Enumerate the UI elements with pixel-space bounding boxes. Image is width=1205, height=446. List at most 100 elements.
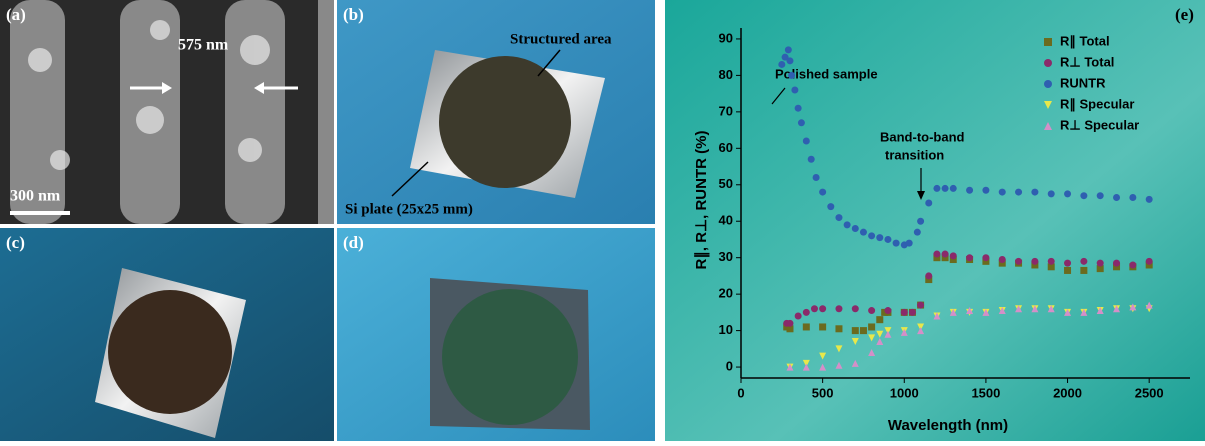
point bbox=[982, 257, 990, 265]
point bbox=[1113, 194, 1121, 202]
point bbox=[868, 323, 876, 331]
y-tick-label: 50 bbox=[719, 176, 733, 191]
point bbox=[868, 232, 876, 240]
point bbox=[884, 327, 892, 335]
point bbox=[794, 312, 802, 320]
point bbox=[1145, 301, 1153, 309]
y-tick-label: 0 bbox=[726, 359, 733, 374]
point bbox=[819, 323, 827, 331]
point bbox=[941, 184, 949, 192]
y-axis-label: R∥, R⊥, RUNTR (%) bbox=[693, 131, 710, 270]
point bbox=[1031, 257, 1039, 265]
point bbox=[851, 305, 859, 313]
legend-marker bbox=[1044, 59, 1052, 67]
y-tick-label: 90 bbox=[719, 30, 733, 45]
point bbox=[1064, 259, 1072, 267]
point bbox=[1096, 192, 1104, 200]
point bbox=[859, 228, 867, 236]
panel-label: (c) bbox=[6, 233, 25, 252]
point bbox=[925, 276, 933, 284]
legend-label: R∥ Specular bbox=[1060, 96, 1134, 112]
point bbox=[998, 259, 1006, 267]
point bbox=[1113, 305, 1121, 313]
point bbox=[851, 327, 859, 335]
y-tick-label: 40 bbox=[719, 213, 733, 228]
x-tick-label: 0 bbox=[737, 385, 744, 400]
scale-bar bbox=[10, 211, 70, 215]
point bbox=[778, 60, 786, 68]
point bbox=[892, 239, 900, 247]
point bbox=[868, 307, 876, 315]
point bbox=[876, 234, 884, 242]
point bbox=[998, 256, 1006, 264]
point bbox=[1096, 265, 1104, 273]
point bbox=[900, 308, 908, 316]
annotation: transition bbox=[885, 147, 944, 162]
point bbox=[851, 225, 859, 233]
point bbox=[905, 239, 913, 247]
point bbox=[949, 184, 957, 192]
legend-marker bbox=[1044, 101, 1052, 109]
point bbox=[797, 119, 805, 127]
y-tick-label: 10 bbox=[719, 322, 733, 337]
point bbox=[933, 184, 941, 192]
legend-label: R⊥ Specular bbox=[1060, 117, 1139, 132]
point bbox=[925, 199, 933, 207]
point bbox=[917, 217, 925, 225]
point bbox=[1145, 261, 1153, 269]
point bbox=[802, 137, 810, 145]
y-tick-label: 30 bbox=[719, 249, 733, 264]
legend-label: R∥ Total bbox=[1060, 33, 1110, 49]
point bbox=[884, 307, 892, 315]
point bbox=[1129, 261, 1137, 269]
point bbox=[1031, 305, 1039, 313]
point bbox=[917, 327, 925, 335]
x-tick-label: 2000 bbox=[1053, 385, 1082, 400]
point bbox=[908, 308, 916, 316]
legend-marker bbox=[1044, 80, 1052, 88]
point bbox=[1047, 190, 1055, 198]
point bbox=[786, 57, 794, 65]
point bbox=[786, 363, 794, 371]
point bbox=[819, 363, 827, 371]
y-tick-label: 20 bbox=[719, 286, 733, 301]
point bbox=[819, 352, 827, 360]
point bbox=[998, 188, 1006, 196]
point bbox=[786, 319, 794, 327]
point bbox=[843, 221, 851, 229]
point bbox=[868, 334, 876, 342]
point bbox=[835, 361, 843, 369]
point bbox=[941, 254, 949, 262]
point bbox=[1047, 305, 1055, 313]
scale-label: 300 nm bbox=[10, 188, 61, 205]
point bbox=[819, 305, 827, 313]
panel-label: (a) bbox=[6, 5, 26, 24]
point bbox=[812, 173, 820, 181]
point bbox=[794, 104, 802, 112]
annotation: Polished sample bbox=[775, 66, 878, 81]
point bbox=[802, 359, 810, 367]
period-label: 575 nm bbox=[178, 37, 229, 54]
panel-label: (b) bbox=[343, 5, 364, 24]
x-tick-label: 500 bbox=[812, 385, 834, 400]
point bbox=[982, 254, 990, 262]
point bbox=[1129, 303, 1137, 311]
point bbox=[835, 305, 843, 313]
point bbox=[1145, 195, 1153, 203]
point bbox=[1031, 261, 1039, 269]
point bbox=[917, 323, 925, 331]
point bbox=[1031, 188, 1039, 196]
point bbox=[1080, 192, 1088, 200]
point bbox=[1096, 259, 1104, 267]
point bbox=[884, 235, 892, 243]
point bbox=[791, 86, 799, 94]
point bbox=[1015, 188, 1023, 196]
point bbox=[1015, 257, 1023, 265]
x-axis-label: Wavelength (nm) bbox=[888, 417, 1008, 434]
point bbox=[884, 330, 892, 338]
annotation: Band-to-band bbox=[880, 129, 965, 144]
point bbox=[949, 308, 957, 316]
point bbox=[819, 188, 827, 196]
point bbox=[949, 256, 957, 264]
point bbox=[835, 214, 843, 222]
